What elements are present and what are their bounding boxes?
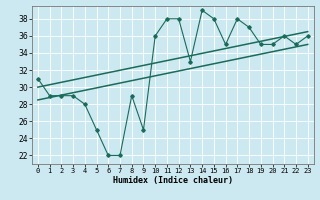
X-axis label: Humidex (Indice chaleur): Humidex (Indice chaleur) — [113, 176, 233, 185]
